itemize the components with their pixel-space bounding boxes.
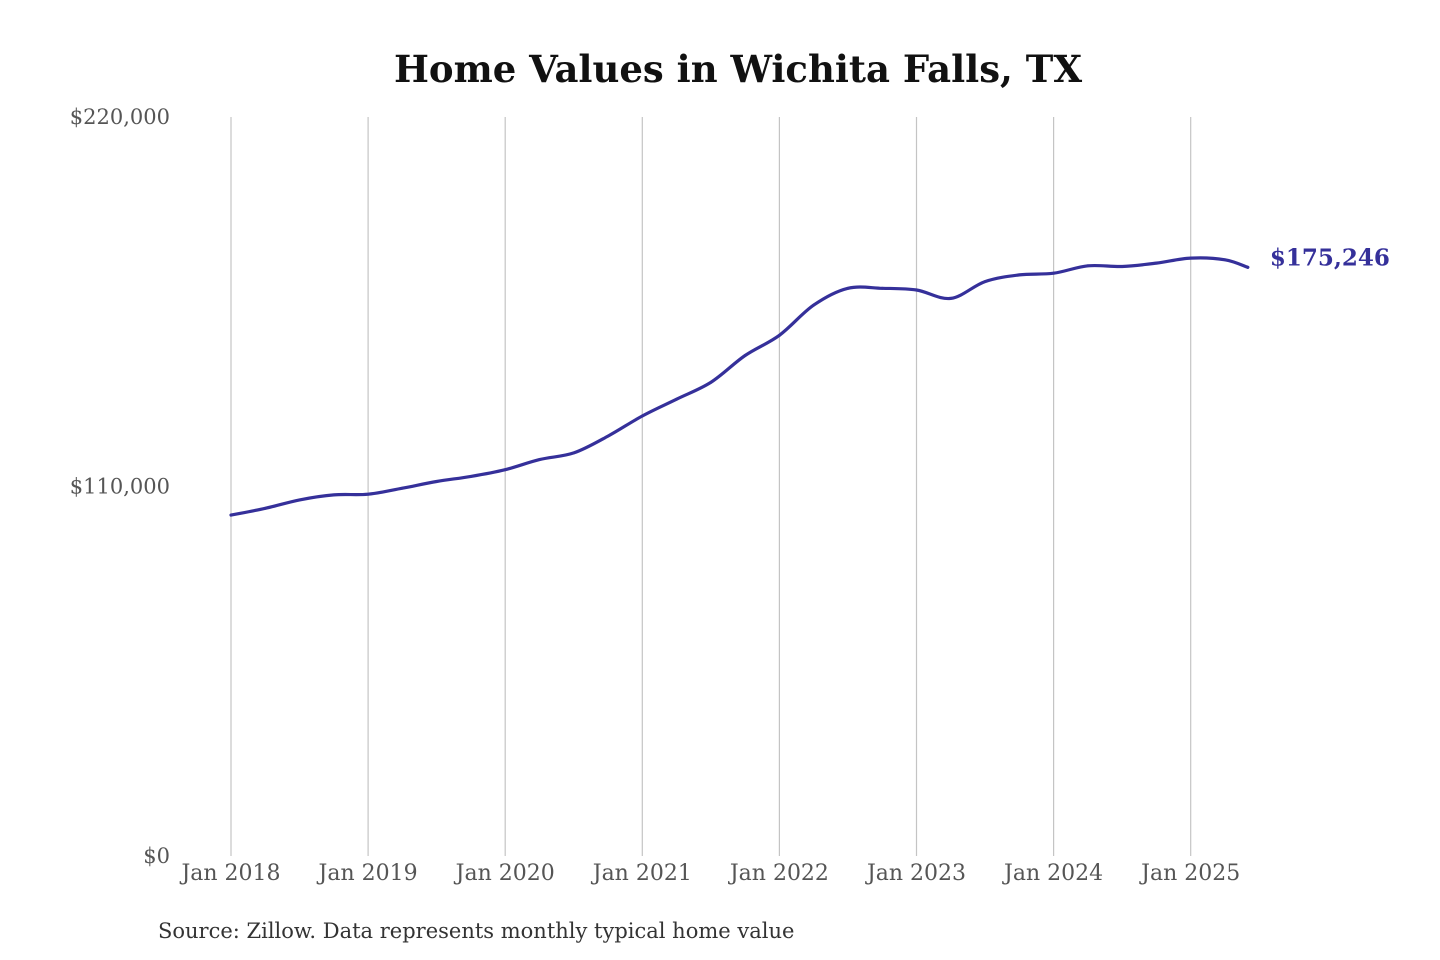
data-point bbox=[949, 296, 953, 300]
data-point bbox=[1086, 264, 1090, 268]
data-point bbox=[983, 280, 987, 283]
data-point bbox=[538, 458, 541, 462]
x-axis-ticks: Jan 2018 Jan 2019 Jan 2020 Jan 2021 Jan 2022… bbox=[179, 861, 1240, 886]
end-value-label: $175,246 bbox=[1270, 244, 1390, 271]
data-point bbox=[640, 414, 644, 418]
data-point bbox=[743, 354, 747, 357]
data-point bbox=[332, 493, 336, 497]
data-point bbox=[846, 286, 850, 290]
data-point bbox=[778, 333, 781, 337]
data-point bbox=[606, 434, 610, 438]
data-point bbox=[675, 397, 678, 401]
data-point bbox=[298, 498, 301, 502]
y-axis-ticks: $220,000 $110,000 $0 bbox=[70, 105, 170, 868]
x-tick-label: Jan 2025 bbox=[1139, 861, 1240, 886]
x-tick-label: Jan 2021 bbox=[591, 861, 692, 886]
x-tick-label: Jan 2018 bbox=[179, 861, 280, 886]
data-point bbox=[435, 480, 439, 483]
data-point bbox=[1017, 273, 1021, 277]
series-layer: $175,246 bbox=[229, 244, 1390, 517]
data-point bbox=[469, 475, 473, 478]
data-point bbox=[1052, 271, 1055, 275]
data-point bbox=[1189, 256, 1193, 260]
y-tick-label: $0 bbox=[143, 844, 170, 868]
y-tick-label: $220,000 bbox=[70, 105, 170, 129]
x-tick-label: Jan 2020 bbox=[454, 861, 555, 886]
chart-title: Home Values in Wichita Falls, TX bbox=[394, 47, 1082, 91]
data-point bbox=[400, 486, 404, 490]
data-point bbox=[1246, 265, 1250, 269]
data-point bbox=[263, 506, 267, 510]
y-tick-label: $110,000 bbox=[70, 475, 170, 499]
data-point bbox=[572, 451, 576, 455]
data-point bbox=[503, 468, 507, 472]
data-point bbox=[229, 513, 233, 517]
x-tick-label: Jan 2023 bbox=[865, 861, 966, 886]
data-point bbox=[1120, 265, 1124, 268]
series-line bbox=[229, 256, 1250, 517]
source-note: Source: Zillow. Data represents monthly … bbox=[158, 919, 794, 943]
data-point bbox=[366, 492, 370, 496]
x-tick-label: Jan 2022 bbox=[728, 861, 829, 886]
data-point bbox=[880, 286, 884, 290]
data-point bbox=[915, 288, 918, 292]
data-point bbox=[1155, 261, 1158, 265]
data-point bbox=[1223, 258, 1227, 262]
data-point bbox=[709, 380, 713, 384]
data-point bbox=[812, 303, 816, 307]
x-tick-label: Jan 2024 bbox=[1002, 861, 1103, 886]
gridlines bbox=[230, 117, 1192, 856]
x-tick-label: Jan 2019 bbox=[317, 861, 418, 886]
